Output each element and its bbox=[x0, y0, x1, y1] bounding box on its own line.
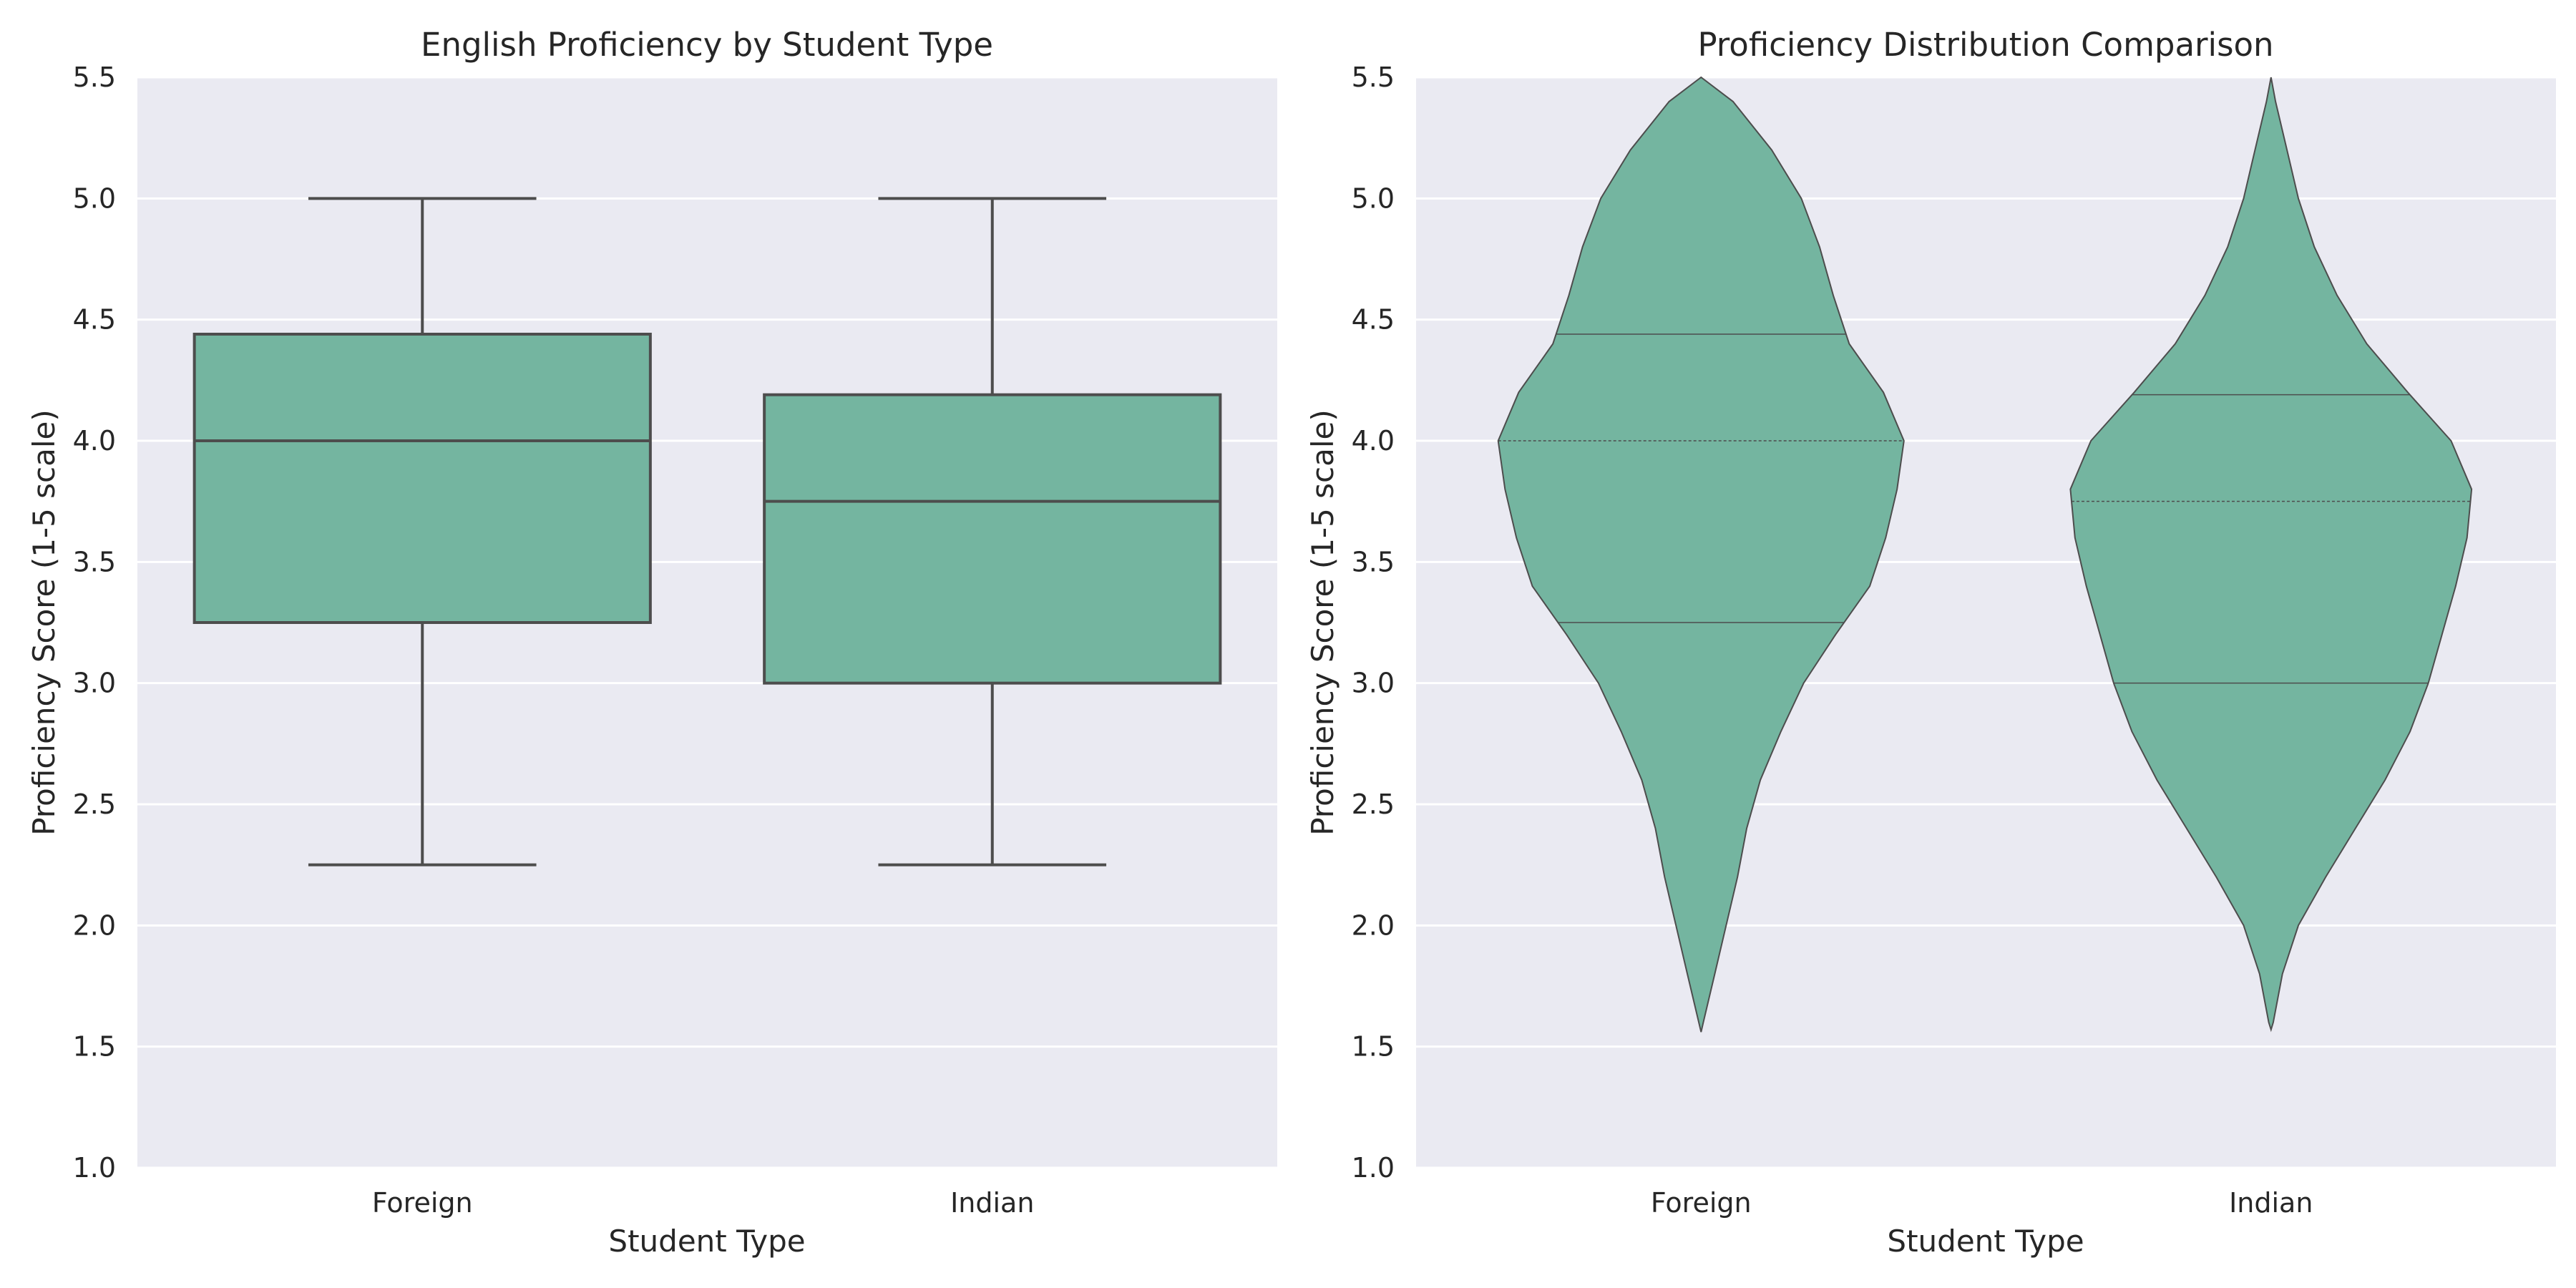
violin-plot-y-axis-label: Proficiency Score (1-5 scale) bbox=[1305, 409, 1340, 836]
y-tick-label: 1.0 bbox=[1352, 1152, 1395, 1184]
violin-plot-y-ticks: 1.0 1.5 2.0 2.5 3.0 3.5 4.0 4.5 5.0 5.5 bbox=[1352, 62, 1395, 1184]
y-tick-label: 2.0 bbox=[73, 909, 116, 941]
x-tick-label: Indian bbox=[950, 1187, 1034, 1219]
violin-plot-x-axis-label: Student Type bbox=[1887, 1224, 2084, 1259]
y-tick-label: 4.5 bbox=[1352, 304, 1395, 336]
y-tick-label: 3.0 bbox=[73, 668, 116, 699]
x-tick-label: Foreign bbox=[372, 1187, 473, 1219]
box-plot-x-ticks: Foreign Indian bbox=[372, 1187, 1035, 1219]
y-tick-label: 3.5 bbox=[1352, 546, 1395, 577]
y-tick-label: 1.0 bbox=[73, 1152, 116, 1184]
y-tick-label: 4.0 bbox=[1352, 425, 1395, 457]
box-plot-panel: 1.0 1.5 2.0 2.5 3.0 3.5 4.0 4.5 5.0 5.5 Foreign In… bbox=[26, 26, 1277, 1259]
violin-body bbox=[2069, 77, 2473, 1033]
box-foreign bbox=[192, 197, 652, 867]
y-tick-label: 2.5 bbox=[73, 789, 116, 820]
x-tick-label: Indian bbox=[2229, 1187, 2313, 1219]
y-tick-label: 3.5 bbox=[73, 546, 116, 577]
y-tick-label: 2.5 bbox=[1352, 789, 1395, 820]
y-tick-label: 4.5 bbox=[73, 304, 116, 336]
box-plot-y-ticks: 1.0 1.5 2.0 2.5 3.0 3.5 4.0 4.5 5.0 5.5 bbox=[73, 62, 116, 1184]
box-plot-x-axis-label: Student Type bbox=[608, 1224, 805, 1259]
violin-plot-title: Proficiency Distribution Comparison bbox=[1697, 26, 2273, 64]
y-tick-label: 1.5 bbox=[73, 1031, 116, 1063]
y-tick-label: 2.0 bbox=[1352, 909, 1395, 941]
violin-indian bbox=[2069, 77, 2473, 1033]
y-tick-label: 4.0 bbox=[73, 425, 116, 457]
violin-body bbox=[1497, 76, 1905, 1033]
violin-foreign bbox=[1497, 76, 1905, 1033]
box-plot-marks bbox=[192, 197, 1222, 867]
y-tick-label: 5.0 bbox=[1352, 182, 1395, 214]
y-tick-label: 1.5 bbox=[1352, 1031, 1395, 1063]
violin-plot-panel: 1.0 1.5 2.0 2.5 3.0 3.5 4.0 4.5 5.0 5.5 Foreign In… bbox=[1305, 26, 2556, 1259]
y-tick-label: 3.0 bbox=[1352, 668, 1395, 699]
box-iqr bbox=[763, 393, 1222, 685]
box-plot-title: English Proficiency by Student Type bbox=[421, 26, 993, 64]
box-plot-y-axis-label: Proficiency Score (1-5 scale) bbox=[26, 409, 62, 836]
y-tick-label: 5.0 bbox=[73, 182, 116, 214]
box-iqr bbox=[192, 332, 652, 624]
x-tick-label: Foreign bbox=[1651, 1187, 1752, 1219]
y-tick-label: 5.5 bbox=[73, 62, 116, 93]
violin-plot-x-ticks: Foreign Indian bbox=[1651, 1187, 2313, 1219]
y-tick-label: 5.5 bbox=[1352, 62, 1395, 93]
box-indian bbox=[763, 197, 1222, 867]
violin-plot-marks bbox=[1497, 76, 2473, 1033]
